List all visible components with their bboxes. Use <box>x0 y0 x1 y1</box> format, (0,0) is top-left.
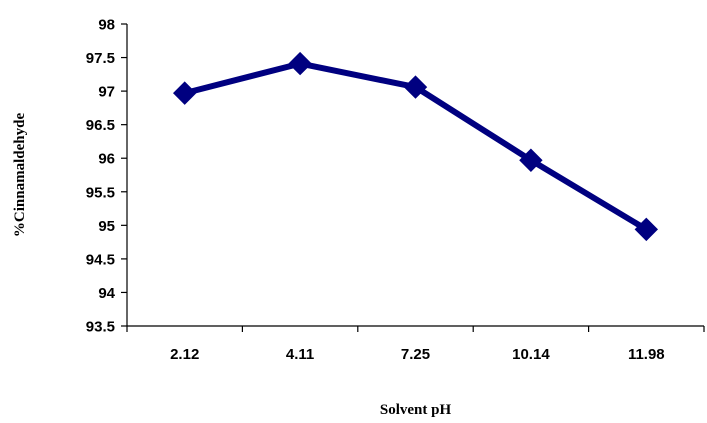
x-tick-label: 11.98 <box>628 346 665 363</box>
y-tick-label: 98 <box>98 17 115 34</box>
data-point-marker <box>519 148 543 172</box>
x-tick-label: 4.11 <box>286 346 314 363</box>
y-tick-label: 96.5 <box>86 117 115 134</box>
y-tick-group: 93.5 94 94.5 95 95.5 96 96.5 97 97.5 98 <box>86 17 127 336</box>
y-tick-label: 97 <box>98 84 115 101</box>
y-tick-label: 93.5 <box>86 319 115 336</box>
x-tick-label: 10.14 <box>512 346 550 363</box>
y-tick-label: 97.5 <box>86 50 115 67</box>
data-point-marker <box>288 51 312 76</box>
data-point-marker <box>172 81 197 105</box>
x-tick-group: 2.12 4.11 7.25 10.14 11.98 <box>126 326 705 363</box>
x-tick-label: 7.25 <box>401 346 430 363</box>
series-group <box>172 51 659 242</box>
y-tick-label: 95.5 <box>86 184 115 201</box>
y-tick-label: 94.5 <box>86 251 115 268</box>
y-tick-label: 94 <box>98 285 115 302</box>
y-axis-title: %Cinnamaldehyde <box>12 113 28 238</box>
x-axis: 2.12 4.11 7.25 10.14 11.98 <box>126 325 705 363</box>
y-tick-label: 95 <box>98 218 115 235</box>
data-point-marker <box>403 75 428 99</box>
y-tick-label: 96 <box>98 151 115 168</box>
y-axis: 93.5 94 94.5 95 95.5 96 96.5 97 97.5 98 <box>86 17 128 336</box>
x-tick-label: 2.12 <box>170 346 199 363</box>
x-axis-title: Solvent pH <box>380 402 452 418</box>
data-point-marker <box>634 217 659 242</box>
